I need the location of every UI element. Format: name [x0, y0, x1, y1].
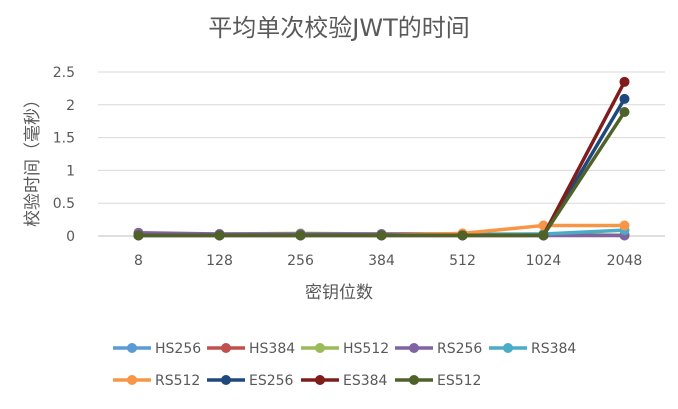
y-tick-label: 1.5	[53, 131, 75, 147]
series-lines	[133, 76, 630, 241]
legend-label: HS512	[343, 341, 389, 357]
y-tick-label: 1	[66, 163, 75, 179]
x-tick-label: 128	[206, 253, 233, 269]
y-tick-label: 2	[66, 98, 75, 114]
data-point	[619, 107, 630, 118]
legend-label: ES512	[437, 373, 481, 389]
legend-item-hs256: HS256	[113, 341, 201, 357]
chart-title: 平均单次校验JWT的时间	[208, 14, 469, 42]
x-tick-label: 8	[134, 253, 143, 269]
legend-swatch-marker	[409, 375, 419, 385]
legend: HS256 HS384 HS512 RS256 RS384 RS512 ES256 ES384…	[113, 341, 576, 389]
legend-swatch-marker	[221, 343, 231, 353]
legend-item-rs256: RS256	[395, 341, 482, 357]
data-point	[214, 230, 225, 241]
data-point	[295, 230, 306, 241]
y-tick-label: 2.5	[53, 65, 75, 81]
legend-label: ES256	[249, 373, 294, 389]
y-tick-label: 0.5	[53, 196, 75, 212]
series-es512	[133, 107, 630, 241]
data-point	[457, 230, 468, 241]
legend-label: RS256	[437, 341, 482, 357]
data-point	[538, 230, 549, 241]
legend-label: RS512	[155, 373, 200, 389]
x-tick-label: 384	[368, 253, 395, 269]
data-point	[376, 230, 387, 241]
data-point	[619, 76, 630, 87]
legend-swatch-marker	[315, 375, 325, 385]
data-point	[619, 93, 630, 104]
legend-item-hs512: HS512	[301, 341, 389, 357]
legend-label: ES384	[343, 373, 388, 389]
legend-swatch-marker	[127, 343, 137, 353]
x-tick-label: 2048	[607, 253, 643, 269]
x-tick-label: 512	[449, 253, 476, 269]
x-tick-label: 1024	[526, 253, 562, 269]
legend-swatch-marker	[221, 375, 231, 385]
data-point	[133, 230, 144, 241]
legend-item-es512: ES512	[395, 373, 481, 389]
y-axis-title: 校验时间（毫秒）	[23, 91, 43, 227]
legend-swatch-marker	[409, 343, 419, 353]
legend-swatch-marker	[127, 375, 137, 385]
legend-label: HS256	[155, 341, 201, 357]
legend-swatch-marker	[315, 343, 325, 353]
legend-item-rs384: RS384	[489, 341, 576, 357]
gridlines	[98, 71, 665, 237]
series-line	[136, 97, 627, 238]
legend-label: HS384	[249, 341, 295, 357]
x-tick-label: 256	[287, 253, 314, 269]
y-tick-label: 0	[66, 229, 75, 245]
x-axis-title: 密钥位数	[305, 283, 373, 303]
y-axis-ticks: 0 0.5 1 1.5 2 2.5	[53, 65, 75, 245]
legend-item-rs512: RS512	[113, 373, 200, 389]
legend-item-es384: ES384	[301, 373, 388, 389]
legend-swatch-marker	[503, 343, 513, 353]
legend-item-hs384: HS384	[207, 341, 295, 357]
data-point	[619, 220, 630, 231]
legend-item-es256: ES256	[207, 373, 294, 389]
legend-label: RS384	[531, 341, 576, 357]
x-axis-ticks: 8 128 256 384 512 1024 2048	[134, 253, 642, 269]
